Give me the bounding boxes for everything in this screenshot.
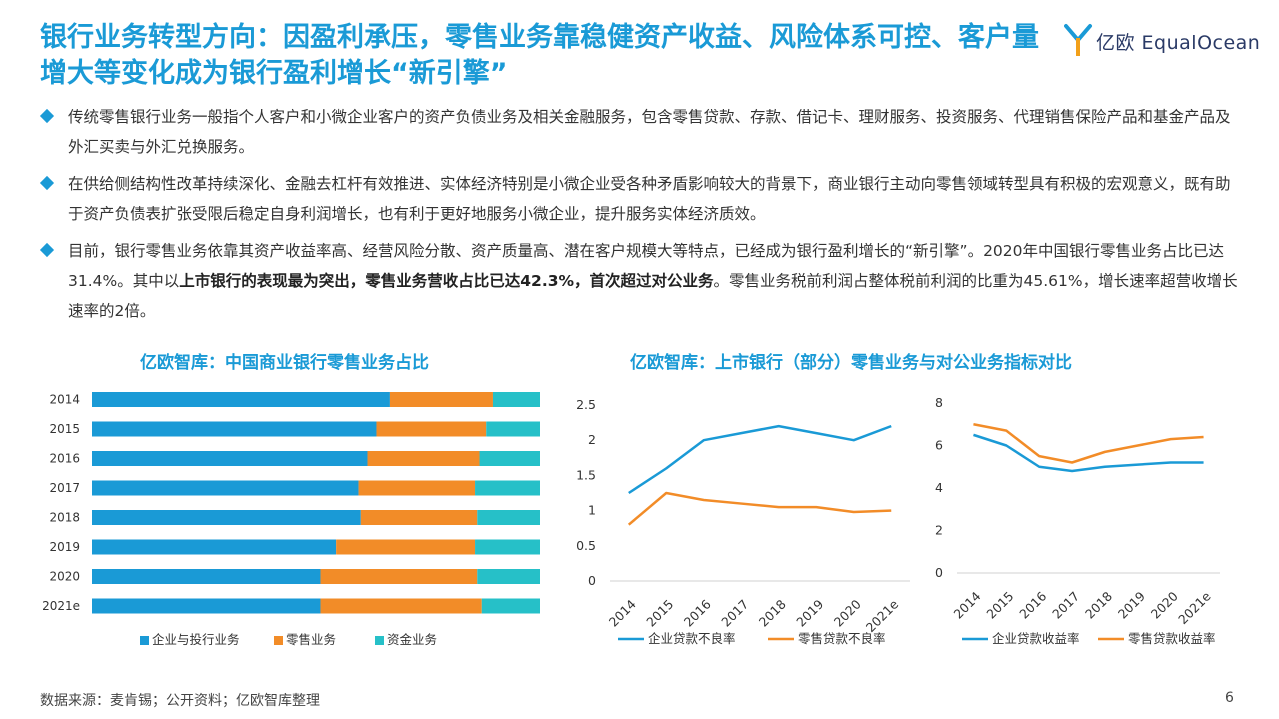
x-tick-label: 2016 [1016,588,1049,621]
diamond-bullet-icon [39,108,55,124]
legend-label: 企业贷款不良率 [648,631,736,646]
logo-text: 亿欧 EqualOcean [1096,32,1261,54]
legend-swatch [274,636,283,645]
bullet-text: 目前，银行零售业务依靠其资产收益率高、经营风险分散、资产质量高、潜在客户规模大等… [68,242,1225,290]
bar-segment [477,569,540,584]
x-tick-label: 2019 [1115,588,1148,621]
bar-segment [479,451,540,466]
page-title: 银行业务转型方向：因盈利承压，零售业务靠稳健资产收益、风险体系可控、客户量增大等… [40,22,1039,89]
chart2-title: 亿欧智库：上市银行（部分）零售业务与对公业务指标对比 [630,353,1072,373]
y-tick-label: 0 [935,565,943,580]
series-line [627,491,892,526]
x-tick-label: 2019 [793,596,826,629]
legend-label: 零售业务 [286,632,336,647]
bar-segment [367,451,480,466]
bullet-list: 传统零售银行业务一般指个人客户和小微企业客户的资产负债业务及相关金融服务，包含零… [39,102,1242,333]
x-tick-label: 2016 [681,596,714,629]
x-tick-label: 2020 [831,596,864,629]
bar-segment [92,451,368,466]
x-tick-label: 2017 [718,597,751,630]
y-tick-label: 0 [588,573,596,588]
bar-segment [92,392,390,407]
bar-segment [320,569,478,584]
x-tick-label: 2014 [950,588,983,621]
bar-segment [492,392,540,407]
bar-segment [481,598,540,614]
bar-category-label: 2020 [49,570,80,584]
bar-category-label: 2018 [49,511,80,525]
bar-segment [475,480,540,496]
bullet-item: 目前，银行零售业务依靠其资产收益率高、经营风险分散、资产质量高、潜在客户规模大等… [39,236,1242,326]
source-note: 数据来源：麦肯锡；公开资料；亿欧智库整理 [40,693,320,709]
bar-segment [360,510,478,525]
y-tick-label: 6 [935,438,943,453]
legend-label: 零售贷款收益率 [1128,631,1216,646]
bar-segment [475,539,540,555]
y-tick-label: 2 [588,432,596,447]
bar-segment [376,421,487,437]
bar-category-label: 2014 [49,393,80,407]
logo [1064,24,1092,56]
bar-segment [92,510,361,525]
bar-segment [92,421,377,437]
bar-segment [486,421,540,437]
bullet-item: 传统零售银行业务一般指个人客户和小微企业客户的资产负债业务及相关金融服务，包含零… [39,102,1242,162]
y-tick-label: 4 [935,480,943,495]
bar-category-label: 2017 [49,481,80,495]
legend-label: 零售贷款不良率 [798,631,886,646]
bar-segment [92,539,337,555]
legend-label: 资金业务 [387,632,437,647]
stacked-bar-chart: 2014 2015 2016 2017 2018 2019 2020 2021e 企业与投行业务… [42,392,540,647]
bar-segment [477,510,540,525]
bar-category-label: 2015 [49,422,80,436]
y-tick-label: 0.5 [576,538,596,553]
series-line [973,433,1204,473]
x-tick-label: 2018 [756,596,789,629]
x-tick-label: 2018 [1082,588,1115,621]
legend-swatch [140,636,149,645]
bar-segment [92,480,359,496]
diamond-bullet-icon [39,175,55,191]
y-tick-label: 2 [935,523,943,538]
bullet-text: 。零售业务税前利润占整体税前利润的比重为45.61%，增长速率超营收增长速率的2… [68,272,1238,320]
x-tick-label: 2015 [983,589,1016,622]
bar-segment [336,539,476,555]
legend-label: 企业与投行业务 [152,632,240,647]
legend-label: 企业贷款收益率 [992,631,1080,646]
x-tick-label: 2014 [606,596,639,629]
logo-mark-icon [1064,24,1092,56]
bar-segment [92,598,321,614]
y-tick-label: 8 [935,395,943,410]
x-tick-label: 2015 [643,597,676,630]
bullet-item: 在供给侧结构性改革持续深化、金融去杠杆有效推进、实体经济特别是小微企业受各种矛盾… [39,169,1242,229]
y-tick-label: 1 [588,503,596,518]
bullet-text: 在供给侧结构性改革持续深化、金融去杠杆有效推进、实体经济特别是小微企业受各种矛盾… [68,175,1231,223]
chart1-title: 亿欧智库：中国商业银行零售业务占比 [140,353,429,373]
y-tick-label: 1.5 [576,467,596,482]
x-tick-label: 2021e [1175,588,1214,627]
series-line [973,423,1204,464]
x-tick-label: 2021e [863,596,902,635]
npl-line-chart: 0 0.5 1 1.5 2 2.5 2014 2015 2016 2017 2018 2019 2020… [576,397,910,646]
bar-category-label: 2021e [42,599,80,613]
y-tick-label: 2.5 [576,397,596,412]
bar-category-label: 2019 [49,540,80,554]
x-tick-label: 2017 [1049,589,1082,622]
legend-swatch [375,636,384,645]
page-number: 6 [1225,690,1234,706]
bullet-text-bold: 上市银行的表现最为突出，零售业务营收占比已达42.3%，首次超过对公业务 [179,272,714,290]
bar-segment [358,480,476,496]
series-line [628,424,892,495]
bar-segment [92,569,321,584]
bar-category-label: 2016 [49,452,80,466]
bar-segment [389,392,493,407]
diamond-bullet-icon [39,242,55,258]
bullet-text: 传统零售银行业务一般指个人客户和小微企业客户的资产负债业务及相关金融服务，包含零… [68,108,1231,156]
bar-segment [320,598,482,614]
